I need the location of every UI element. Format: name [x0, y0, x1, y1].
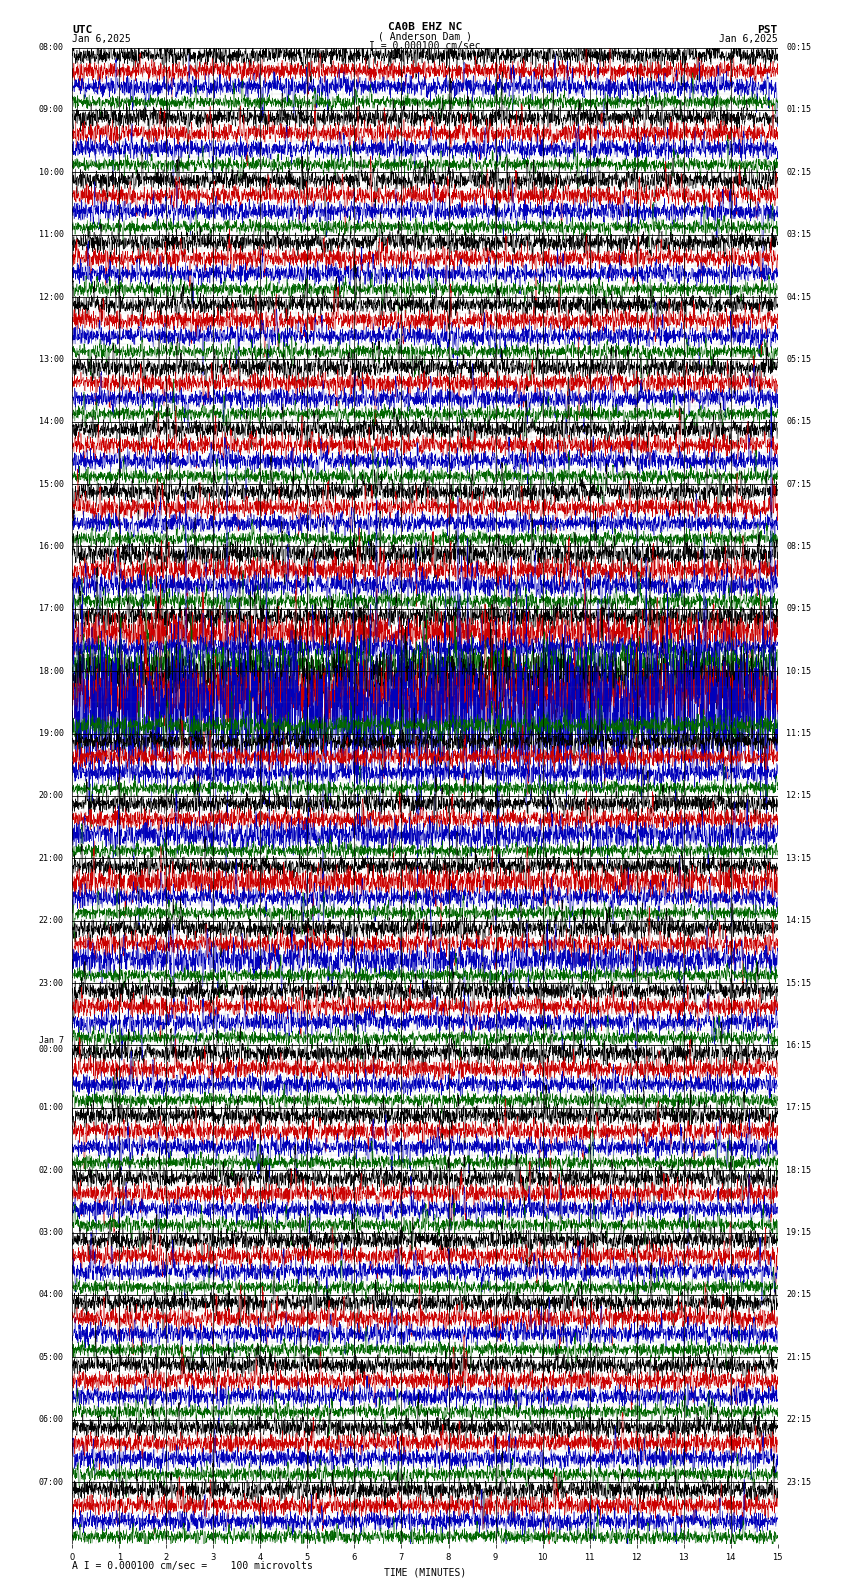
Text: 02:00: 02:00	[39, 1166, 64, 1175]
Text: 15:00: 15:00	[39, 480, 64, 488]
Text: 16:00: 16:00	[39, 542, 64, 551]
Text: Jan 6,2025: Jan 6,2025	[72, 35, 131, 44]
Text: ( Anderson Dam ): ( Anderson Dam )	[378, 32, 472, 41]
Text: 21:00: 21:00	[39, 854, 64, 863]
Text: 11:15: 11:15	[786, 729, 811, 738]
Text: 11:00: 11:00	[39, 230, 64, 239]
Text: Jan 6,2025: Jan 6,2025	[719, 35, 778, 44]
Text: 08:15: 08:15	[786, 542, 811, 551]
Text: 07:15: 07:15	[786, 480, 811, 488]
X-axis label: TIME (MINUTES): TIME (MINUTES)	[384, 1568, 466, 1578]
Text: 01:15: 01:15	[786, 106, 811, 114]
Text: 10:00: 10:00	[39, 168, 64, 177]
Text: 16:15: 16:15	[786, 1041, 811, 1050]
Text: 12:00: 12:00	[39, 293, 64, 301]
Text: 14:00: 14:00	[39, 417, 64, 426]
Text: 20:00: 20:00	[39, 792, 64, 800]
Text: I = 0.000100 cm/sec: I = 0.000100 cm/sec	[369, 41, 481, 51]
Text: Jan 7: Jan 7	[39, 1036, 64, 1045]
Text: 09:15: 09:15	[786, 605, 811, 613]
Text: 15:15: 15:15	[786, 979, 811, 987]
Text: 04:15: 04:15	[786, 293, 811, 301]
Text: 09:00: 09:00	[39, 106, 64, 114]
Text: 19:15: 19:15	[786, 1228, 811, 1237]
Text: 07:00: 07:00	[39, 1478, 64, 1486]
Text: PST: PST	[757, 25, 778, 35]
Text: 17:00: 17:00	[39, 605, 64, 613]
Text: 04:00: 04:00	[39, 1291, 64, 1299]
Text: 12:15: 12:15	[786, 792, 811, 800]
Text: 02:15: 02:15	[786, 168, 811, 177]
Text: 22:00: 22:00	[39, 916, 64, 925]
Text: 13:15: 13:15	[786, 854, 811, 863]
Text: 00:15: 00:15	[786, 43, 811, 52]
Text: 23:00: 23:00	[39, 979, 64, 987]
Text: 05:00: 05:00	[39, 1353, 64, 1362]
Text: 18:00: 18:00	[39, 667, 64, 676]
Text: UTC: UTC	[72, 25, 93, 35]
Text: 22:15: 22:15	[786, 1415, 811, 1424]
Text: 18:15: 18:15	[786, 1166, 811, 1175]
Text: 05:15: 05:15	[786, 355, 811, 364]
Text: CA0B EHZ NC: CA0B EHZ NC	[388, 22, 462, 32]
Text: 10:15: 10:15	[786, 667, 811, 676]
Text: 19:00: 19:00	[39, 729, 64, 738]
Text: 21:15: 21:15	[786, 1353, 811, 1362]
Text: 06:00: 06:00	[39, 1415, 64, 1424]
Text: 00:00: 00:00	[39, 1045, 64, 1055]
Text: 20:15: 20:15	[786, 1291, 811, 1299]
Text: 03:00: 03:00	[39, 1228, 64, 1237]
Text: 08:00: 08:00	[39, 43, 64, 52]
Text: 13:00: 13:00	[39, 355, 64, 364]
Text: A I = 0.000100 cm/sec =    100 microvolts: A I = 0.000100 cm/sec = 100 microvolts	[72, 1562, 313, 1571]
Text: 14:15: 14:15	[786, 916, 811, 925]
Text: 17:15: 17:15	[786, 1104, 811, 1112]
Text: 06:15: 06:15	[786, 417, 811, 426]
Text: 03:15: 03:15	[786, 230, 811, 239]
Text: 01:00: 01:00	[39, 1104, 64, 1112]
Text: 23:15: 23:15	[786, 1478, 811, 1486]
